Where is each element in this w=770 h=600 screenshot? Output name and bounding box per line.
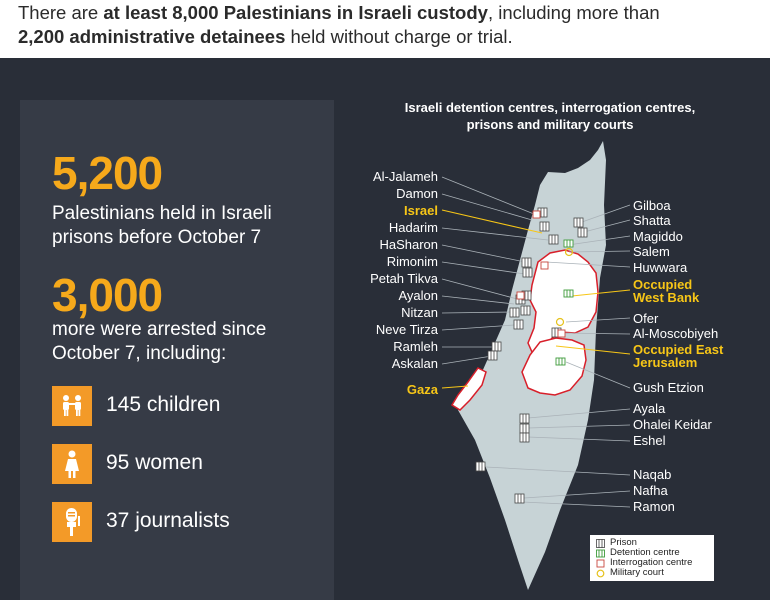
west-bank-outline (527, 249, 599, 353)
label-neve-tirza: Neve Tirza (375, 322, 438, 337)
east-jerusalem-outline (521, 337, 587, 396)
court-markers (555, 247, 574, 327)
arrested-text: more were arrested since October 7, incl… (52, 318, 266, 366)
interrogation-icon (516, 291, 525, 300)
prison-icon (491, 341, 502, 352)
prison-icon (539, 221, 550, 232)
label-nitzan: Nitzan (401, 305, 438, 320)
label-damon: Damon (396, 186, 438, 201)
label-ramon: Ramon (633, 499, 675, 514)
label-ayalon: Ayalon (398, 288, 438, 303)
legend-prison-label: Prison (610, 537, 637, 548)
interrogation-icon (532, 210, 541, 219)
prison-icon (520, 305, 531, 316)
label-magiddo: Magiddo (633, 229, 683, 244)
label-occupied-west-bank: Occupied West Bank (633, 278, 699, 304)
prison-icon (596, 539, 605, 548)
interrogation-icon (557, 329, 566, 338)
woman-icon (52, 444, 92, 484)
court-icon (596, 569, 605, 578)
label-salem: Salem (633, 244, 670, 259)
label-eshel: Eshel (633, 433, 666, 448)
prison-icon (513, 319, 524, 330)
interrogation-icon (596, 559, 605, 568)
prison-markers (475, 207, 588, 504)
category-label: 37 journalists (106, 509, 230, 532)
label-occupied-east-jerusalem: Occupied East Jerusalem (633, 343, 723, 369)
prison-icon (521, 257, 532, 268)
court-icon (564, 247, 574, 257)
interrogation-icon (540, 261, 549, 270)
prison-icon (519, 432, 530, 443)
detention-markers (555, 239, 574, 366)
label-rimonim: Rimonim (386, 254, 438, 269)
label-gush-etzion: Gush Etzion (633, 380, 704, 395)
label-nafha: Nafha (633, 483, 668, 498)
label-shatta: Shatta (633, 213, 671, 228)
header: There are at least 8,000 Palestinians in… (0, 0, 770, 58)
map-legend: Prison Detention centre Interrogation ce… (590, 535, 714, 581)
header-line-1: There are at least 8,000 Palestinians in… (18, 2, 660, 23)
microphone-icon (52, 502, 92, 542)
prison-icon (475, 461, 486, 472)
label-hasharon: HaSharon (379, 237, 438, 252)
held-line-2: prisons before October 7 (52, 227, 262, 248)
label-askalan: Askalan (391, 356, 438, 371)
detention-icon (555, 357, 566, 366)
held-number: 5,200 (52, 147, 163, 199)
map-title: Israeli detention centres, interrogation… (370, 99, 730, 133)
prison-icon (519, 423, 530, 434)
category-label: 95 women (106, 451, 203, 474)
legend-court-label: Military court (610, 567, 664, 578)
legend-detention-label: Detention centre (610, 547, 680, 558)
detention-icon (563, 289, 574, 298)
label-ayala: Ayala (633, 401, 666, 416)
detention-icon (596, 549, 605, 558)
label-israel: Israel (404, 203, 438, 218)
prison-icon (522, 267, 533, 278)
highlight-leader-lines (441, 209, 631, 389)
prison-icon (487, 350, 498, 361)
held-text: Palestinians held in Israeli prisons bef… (52, 202, 272, 250)
detention-icon (563, 239, 574, 248)
arrested-line-1: more were arrested since (52, 319, 267, 340)
label-ramleh: Ramleh (393, 339, 438, 354)
prison-icon (573, 217, 584, 228)
label-occupied-east-jerusalem-line-1: Occupied East (633, 342, 724, 357)
header-line-2: 2,200 administrative detainees held with… (18, 26, 513, 47)
left-leader-lines (441, 176, 549, 365)
label-gilboa: Gilboa (633, 198, 671, 213)
label-hadarim: Hadarim (388, 220, 438, 235)
label-ofer: Ofer (633, 311, 659, 326)
label-petah-tikva: Petah Tikva (370, 271, 438, 286)
label-occupied-east-jerusalem-line-2: Jerusalem (633, 355, 698, 370)
map-title-line-1: Israeli detention centres, interrogation… (404, 100, 696, 115)
arrested-number: 3,000 (52, 269, 163, 321)
label-ohalei-keidar: Ohalei Keidar (633, 417, 712, 432)
category-label: 145 children (106, 393, 221, 416)
label-al-jalameh: Al-Jalameh (372, 169, 438, 184)
label-naqab: Naqab (633, 467, 672, 482)
stats-panel: 5,200 Palestinians held in Israeli priso… (20, 100, 334, 600)
arrested-line-2: October 7, including: (52, 343, 227, 364)
right-leader-lines (485, 204, 631, 508)
children-icon (52, 386, 92, 426)
label-huwwara: Huwwara (633, 260, 688, 275)
prison-icon (548, 234, 559, 245)
held-line-1: Palestinians held in Israeli (52, 203, 272, 224)
prison-icon (509, 307, 520, 318)
court-icon (555, 317, 565, 327)
label-al-moscobiyeh: Al-Moscobiyeh (633, 326, 719, 341)
prison-icon (514, 493, 525, 504)
prison-icon (577, 227, 588, 238)
interrogation-markers (516, 210, 566, 338)
map-title-line-2: prisons and military courts (466, 117, 634, 132)
legend-interrogation-label: Interrogation centre (610, 557, 693, 568)
label-occupied-west-bank-line-2: West Bank (633, 290, 700, 305)
prison-icon (519, 413, 530, 424)
label-gaza: Gaza (406, 382, 438, 397)
label-occupied-west-bank-line-1: Occupied (633, 277, 693, 292)
